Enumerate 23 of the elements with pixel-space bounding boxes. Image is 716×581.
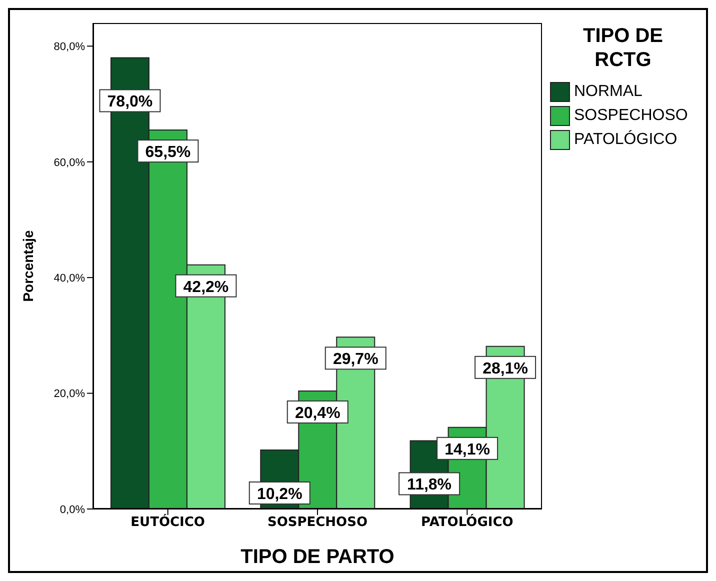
legend-label: PATOLÓGICO bbox=[574, 131, 678, 149]
y-axis-title: Porcentaje bbox=[20, 230, 36, 302]
y-tick-label: 0,0% bbox=[60, 504, 86, 516]
data-label: 14,1% bbox=[444, 441, 490, 458]
x-tick-label: PATOLÓGICO bbox=[421, 513, 514, 530]
data-label: 78,0% bbox=[107, 94, 153, 111]
y-tick-label: 20,0% bbox=[54, 388, 86, 400]
x-tick-label: EUTÓCICO bbox=[130, 513, 205, 530]
data-label: 20,4% bbox=[294, 404, 340, 422]
data-label: 10,2% bbox=[256, 486, 302, 503]
y-tick-label: 40,0% bbox=[54, 272, 86, 284]
x-axis-title: TIPO DE PARTO bbox=[240, 546, 394, 568]
legend-label: SOSPECHOSO bbox=[574, 107, 688, 125]
data-label: 11,8% bbox=[407, 476, 452, 494]
x-tick-label: SOSPECHOSO bbox=[267, 515, 368, 530]
legend-label: NORMAL bbox=[574, 83, 642, 101]
data-label: 42,2% bbox=[183, 278, 229, 296]
y-tick-label: 80,0% bbox=[54, 41, 86, 54]
data-label: 65,5% bbox=[145, 144, 191, 162]
data-label: 29,7% bbox=[332, 351, 378, 368]
data-label: 28,1% bbox=[482, 360, 528, 378]
y-tick-label: 60,0% bbox=[54, 156, 86, 169]
legend-title: TIPO DE RCTG bbox=[582, 24, 664, 72]
